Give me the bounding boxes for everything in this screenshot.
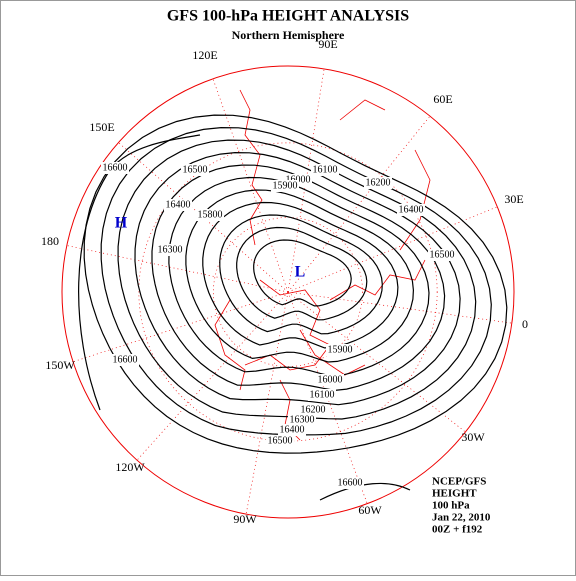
contour-label: 16400 [399, 204, 424, 215]
title: GFS 100-hPa HEIGHT ANALYSIS [167, 8, 409, 25]
longitude-label: 150W [45, 358, 75, 372]
contour-label: 16200 [366, 177, 391, 188]
contour-label-bg [288, 414, 316, 426]
longitude-label: 60E [433, 92, 452, 106]
meridian [66, 245, 289, 293]
contour-label-bg [111, 354, 139, 366]
labels: 90E 60E 30E 0 30W 60W 90W 120W 150W 180 150E 120E 16… [41, 37, 528, 536]
map-boundary [61, 65, 515, 519]
contour-label-bg [266, 435, 294, 447]
contours [78, 114, 508, 501]
longitude-label: 120W [115, 460, 145, 474]
contour-label: 16500 [183, 164, 208, 175]
contour [117, 139, 477, 420]
subtitle: Northern Hemisphere [232, 28, 345, 42]
contour-label-bg [364, 177, 392, 189]
info-line: HEIGHT [432, 488, 477, 500]
contour-label-bg [196, 209, 224, 221]
contour [219, 214, 383, 335]
contour-label: 16000 [318, 374, 343, 385]
contour-label: 16500 [268, 435, 293, 446]
latitude-circle [213, 217, 363, 367]
contour [185, 189, 415, 363]
contour [253, 239, 352, 307]
contour-label-bg [428, 249, 456, 261]
contour [168, 176, 430, 377]
info-line: NCEP/GFS [432, 476, 486, 488]
contour-label: 16500 [430, 249, 455, 260]
contour-label-bg [308, 389, 336, 401]
longitude-label: 90E [318, 37, 337, 51]
high-center: H [115, 215, 128, 232]
contour-label: 16300 [290, 414, 315, 425]
info-line: 100 hPa [432, 500, 470, 512]
info-line: 00Z + f192 [432, 524, 483, 536]
contour-label: 16200 [301, 404, 326, 415]
contour [319, 482, 411, 501]
contour-label-bg [336, 477, 364, 489]
meridian [72, 291, 289, 363]
contour-label-bg [156, 244, 184, 256]
contour-label: 16400 [280, 424, 305, 435]
contour-label-bg [271, 180, 299, 192]
contour-label-bg [397, 204, 425, 216]
meridian [136, 291, 289, 461]
contour-label-bg [311, 164, 339, 176]
contour-label: 16600 [338, 477, 363, 488]
contour [134, 151, 461, 406]
contour-label-bg [326, 344, 354, 356]
info-line: Jan 22, 2010 [432, 512, 491, 524]
contour-label: 16300 [158, 244, 183, 255]
contour-label: 16100 [313, 164, 338, 175]
contour [83, 114, 508, 454]
contour-label: 16600 [103, 162, 128, 173]
contour-label-bg [181, 164, 209, 176]
longitude-label: 60W [358, 503, 382, 517]
longitude-label: 30W [461, 430, 485, 444]
contour-label-bg [299, 404, 327, 416]
contour-label: 16000 [286, 174, 311, 185]
contour [236, 226, 368, 321]
contour-label-bg [101, 162, 129, 174]
latitude-circle [138, 142, 438, 442]
longitude-label: 150E [89, 120, 114, 134]
contour [151, 164, 446, 392]
contour [78, 134, 201, 411]
longitude-label: 30E [504, 192, 523, 206]
low-center: L [295, 264, 306, 281]
longitude-label: 0 [522, 317, 528, 331]
meridian [212, 78, 289, 293]
contour-label: 15800 [198, 209, 223, 220]
contour-label: 16600 [113, 354, 138, 365]
meridian [245, 291, 289, 515]
contour-label: 15900 [328, 344, 353, 355]
meridian [287, 115, 431, 293]
meridian [287, 291, 466, 433]
contour [100, 126, 492, 436]
contour-label: 15900 [273, 180, 298, 191]
contour-label: 16400 [166, 199, 191, 210]
contour-label-bg [278, 424, 306, 436]
longitude-label: 120E [192, 48, 217, 62]
contour-label-bg [164, 199, 192, 211]
longitude-label: 180 [41, 234, 59, 248]
contour-label-bg [316, 374, 344, 386]
longitude-label: 90W [233, 512, 257, 526]
contour-label: 16100 [310, 389, 335, 400]
